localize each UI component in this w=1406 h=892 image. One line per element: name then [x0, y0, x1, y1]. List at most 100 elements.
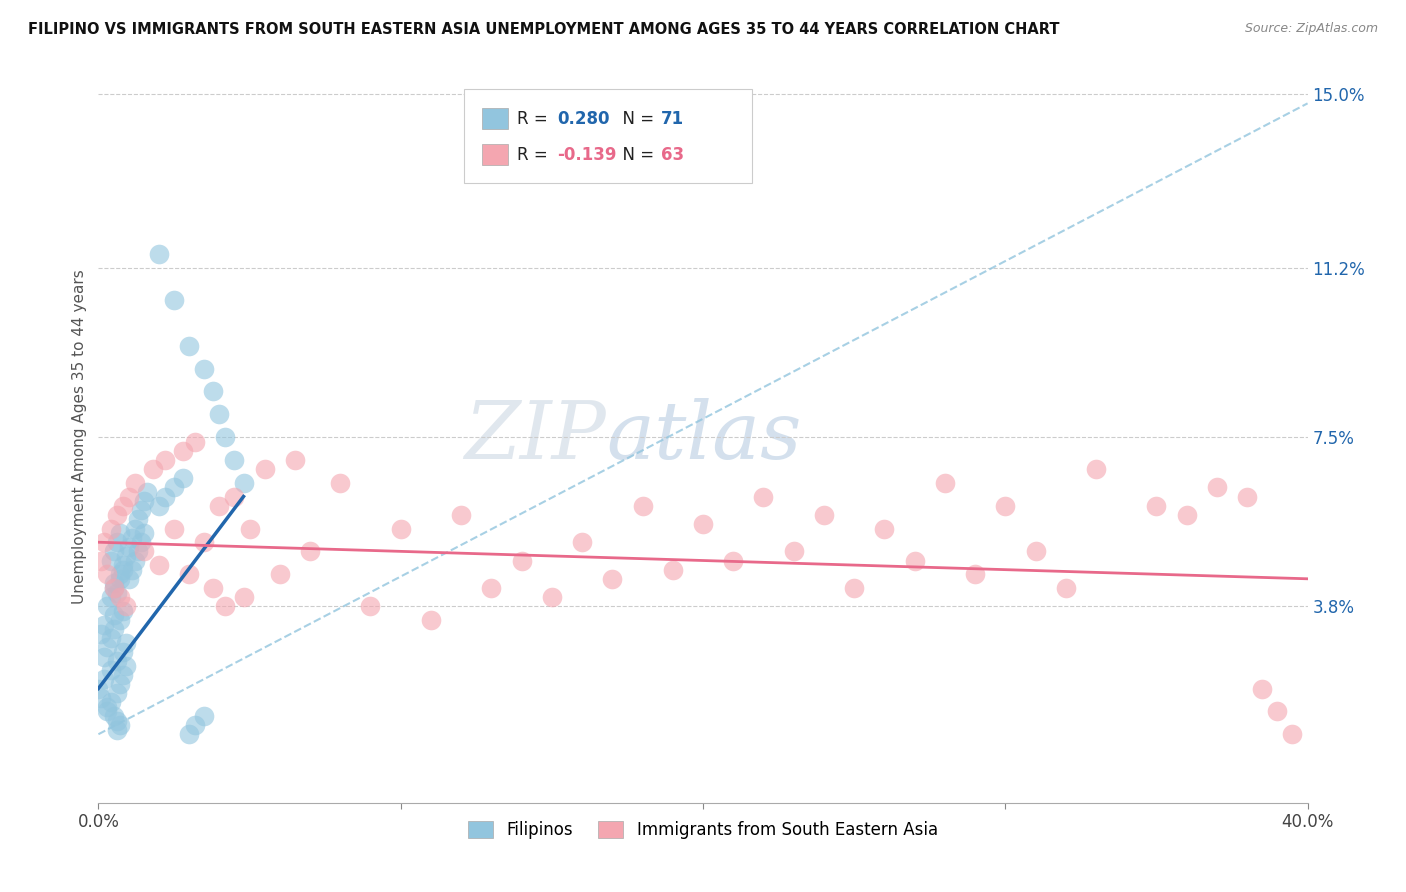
Point — [224, 490, 246, 504]
Text: 0.280: 0.280 — [557, 110, 609, 128]
Point — [132, 494, 155, 508]
Point — [631, 499, 654, 513]
Point — [214, 430, 236, 444]
Point — [100, 521, 122, 535]
Point — [179, 567, 201, 582]
Point — [1251, 681, 1274, 696]
Point — [232, 590, 254, 604]
Point — [360, 599, 382, 614]
Point — [813, 508, 835, 522]
Point — [1144, 499, 1167, 513]
Point — [163, 521, 186, 535]
Point — [90, 690, 112, 705]
Point — [124, 521, 146, 535]
Point — [100, 632, 122, 646]
Text: atlas: atlas — [606, 399, 801, 475]
Point — [153, 453, 176, 467]
Point — [135, 485, 157, 500]
Point — [179, 338, 201, 352]
Point — [994, 499, 1017, 513]
Point — [105, 585, 128, 599]
Point — [208, 407, 231, 421]
Text: FILIPINO VS IMMIGRANTS FROM SOUTH EASTERN ASIA UNEMPLOYMENT AMONG AGES 35 TO 44 : FILIPINO VS IMMIGRANTS FROM SOUTH EASTER… — [28, 22, 1060, 37]
Point — [193, 535, 215, 549]
Point — [540, 590, 562, 604]
Point — [783, 544, 806, 558]
Point — [1085, 462, 1108, 476]
Point — [118, 490, 141, 504]
Point — [114, 636, 136, 650]
Y-axis label: Unemployment Among Ages 35 to 44 years: Unemployment Among Ages 35 to 44 years — [72, 269, 87, 605]
Point — [193, 709, 215, 723]
Point — [1281, 727, 1303, 741]
Point — [269, 567, 291, 582]
Point — [752, 490, 775, 504]
Point — [208, 499, 231, 513]
Point — [118, 572, 141, 586]
Point — [111, 667, 134, 682]
Point — [108, 590, 131, 604]
Point — [450, 508, 472, 522]
Point — [111, 558, 134, 573]
Point — [105, 714, 128, 728]
Point — [179, 727, 201, 741]
Point — [90, 553, 112, 567]
Text: N =: N = — [612, 145, 659, 163]
Point — [93, 617, 115, 632]
Point — [111, 645, 134, 659]
Point — [481, 581, 503, 595]
Point — [103, 581, 125, 595]
Point — [105, 723, 128, 737]
Point — [96, 567, 118, 582]
Point — [132, 526, 155, 541]
Point — [184, 718, 207, 732]
Point — [87, 681, 110, 696]
Point — [571, 535, 593, 549]
Point — [873, 521, 896, 535]
Point — [202, 581, 225, 595]
Point — [1024, 544, 1046, 558]
Point — [96, 599, 118, 614]
Point — [1054, 581, 1077, 595]
Text: Source: ZipAtlas.com: Source: ZipAtlas.com — [1244, 22, 1378, 36]
Point — [284, 453, 307, 467]
Point — [129, 535, 152, 549]
Point — [114, 599, 136, 614]
Point — [1267, 705, 1289, 719]
Point — [172, 443, 194, 458]
Point — [239, 521, 262, 535]
Text: N =: N = — [612, 110, 659, 128]
Text: R =: R = — [517, 145, 554, 163]
Point — [934, 475, 956, 490]
Point — [148, 247, 170, 261]
Point — [103, 576, 125, 591]
Point — [103, 581, 125, 595]
Point — [153, 490, 176, 504]
Point — [103, 608, 125, 623]
Point — [108, 526, 131, 541]
Point — [163, 293, 186, 307]
Point — [299, 544, 322, 558]
Text: R =: R = — [517, 110, 554, 128]
Point — [602, 572, 624, 586]
Point — [121, 531, 143, 545]
Point — [108, 613, 131, 627]
Point — [142, 462, 165, 476]
Point — [1175, 508, 1198, 522]
Point — [329, 475, 352, 490]
Point — [105, 654, 128, 668]
Point — [93, 673, 115, 687]
Point — [389, 521, 412, 535]
Point — [723, 553, 745, 567]
Point — [100, 695, 122, 709]
Point — [100, 553, 122, 567]
Point — [124, 553, 146, 567]
Point — [103, 544, 125, 558]
Point — [202, 384, 225, 399]
Point — [232, 475, 254, 490]
Point — [118, 540, 141, 554]
Point — [172, 471, 194, 485]
Point — [96, 699, 118, 714]
Point — [114, 658, 136, 673]
Point — [90, 626, 112, 640]
